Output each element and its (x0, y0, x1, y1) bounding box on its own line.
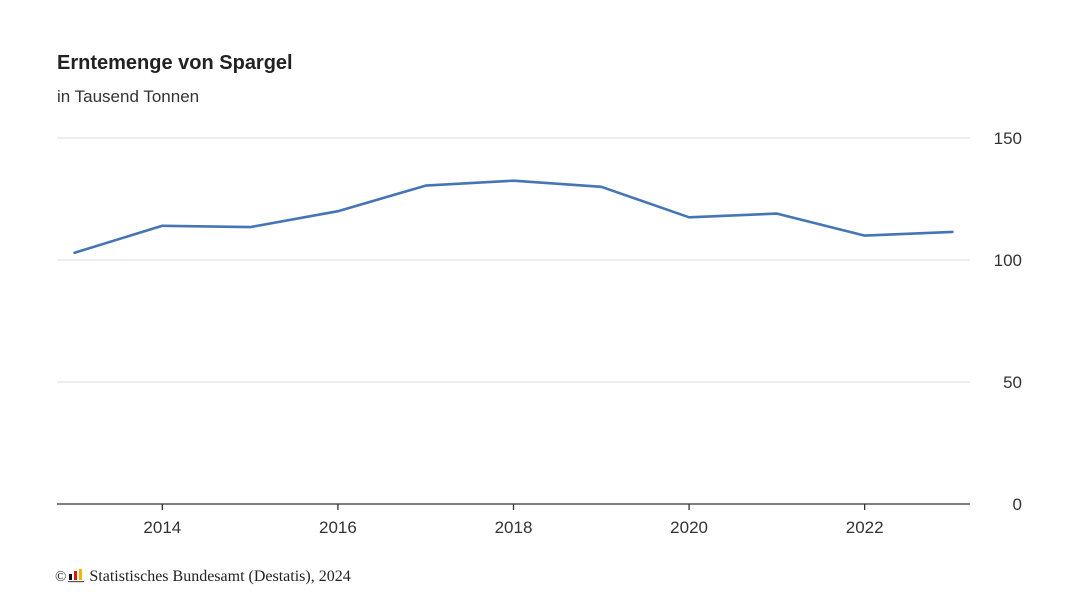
source-text: Statistisches Bundesamt (Destatis), 2024 (89, 568, 351, 585)
destatis-logo-icon (68, 569, 85, 583)
gridlines (57, 137, 970, 383)
source-footer: © Statistisches Bundesamt (Destatis), 20… (55, 568, 351, 586)
data-point (334, 207, 342, 215)
x-tick-label: 2020 (670, 518, 708, 537)
y-tick-label: 150 (994, 129, 1022, 148)
data-point (246, 223, 254, 231)
x-axis (57, 503, 970, 510)
x-tick-label: 2022 (846, 518, 884, 537)
y-tick-label: 0 (1013, 495, 1022, 514)
y-tick-label: 100 (994, 251, 1022, 270)
data-point (422, 182, 430, 190)
chart-title: Erntemenge von Spargel (57, 52, 293, 74)
data-point (597, 183, 605, 191)
series-line (73, 179, 954, 254)
x-tick-label: 2016 (319, 518, 357, 537)
y-tick-label: 50 (1003, 373, 1022, 392)
x-tick-label: 2014 (143, 518, 181, 537)
data-point (71, 249, 79, 257)
line-chart: 2014 2016 2018 2020 2022 0 50 100 150 (57, 129, 1022, 537)
data-point (685, 213, 693, 221)
copyright-symbol: © (55, 568, 67, 585)
chart-subtitle: in Tausend Tonnen (57, 87, 200, 106)
y-tick-labels: 0 50 100 150 (994, 129, 1022, 514)
data-point (510, 177, 518, 185)
data-point (158, 222, 166, 230)
data-point (861, 232, 869, 240)
data-point (948, 228, 956, 236)
series-layer (71, 177, 956, 257)
data-point (773, 210, 781, 218)
x-tick-labels: 2014 2016 2018 2020 2022 (143, 518, 883, 537)
x-tick-label: 2018 (495, 518, 533, 537)
